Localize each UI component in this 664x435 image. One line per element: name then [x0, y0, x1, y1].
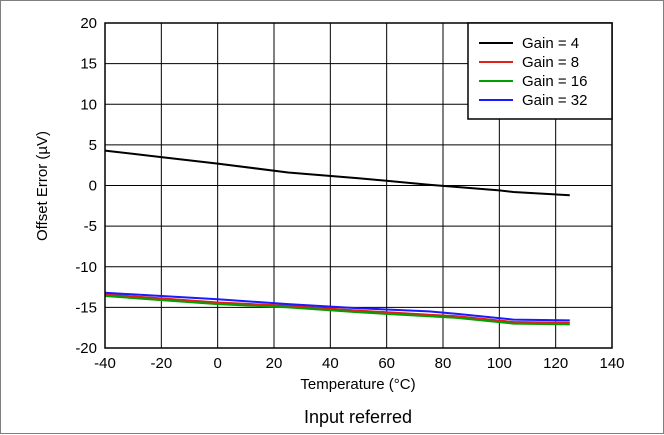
x-tick-label: -20: [150, 355, 172, 372]
x-tick-label: 40: [322, 355, 339, 372]
x-tick-label: 120: [543, 355, 568, 372]
legend-entry: Gain = 32: [522, 92, 587, 109]
x-tick-label: 60: [378, 355, 395, 372]
legend-entry: Gain = 8: [522, 54, 579, 71]
chart-caption: Input referred: [304, 407, 412, 427]
legend: Gain = 4 Gain = 8 Gain = 16 Gain = 32: [467, 22, 613, 120]
series-line: [104, 295, 570, 326]
x-tick-label: 20: [266, 355, 283, 372]
x-axis-label: Temperature (°C): [300, 376, 415, 393]
legend-entry: Gain = 16: [522, 73, 587, 90]
y-tick-label: 5: [89, 137, 97, 154]
legend-entry: Gain = 4: [522, 35, 579, 52]
y-tick-label: 0: [89, 178, 97, 195]
series-lines: [104, 149, 570, 326]
series-line: [104, 293, 570, 324]
y-tick-label: 20: [80, 15, 97, 32]
plot-border: [104, 22, 613, 349]
x-tick-label: 100: [487, 355, 512, 372]
y-tick-label: -5: [84, 218, 97, 235]
legend-box: [467, 22, 613, 120]
y-tick-label: 10: [80, 96, 97, 113]
y-tick-label: -20: [75, 340, 97, 357]
y-axis-label: Offset Error (µV): [34, 131, 51, 241]
series-line: [104, 291, 570, 322]
y-tick-labels: 20 15 10 5 0 -5 -10 -15 -20: [75, 15, 97, 357]
y-tick-label: -15: [75, 299, 97, 316]
x-tick-label: 140: [599, 355, 624, 372]
x-tick-label: -40: [94, 355, 116, 372]
series-line: [104, 149, 570, 197]
x-tick-label: 80: [435, 355, 452, 372]
y-tick-label: 15: [80, 56, 97, 73]
x-tick-labels: -40 -20 0 20 40 60 80 100 120 140: [94, 355, 624, 372]
x-tick-label: 0: [213, 355, 221, 372]
y-tick-label: -10: [75, 259, 97, 276]
